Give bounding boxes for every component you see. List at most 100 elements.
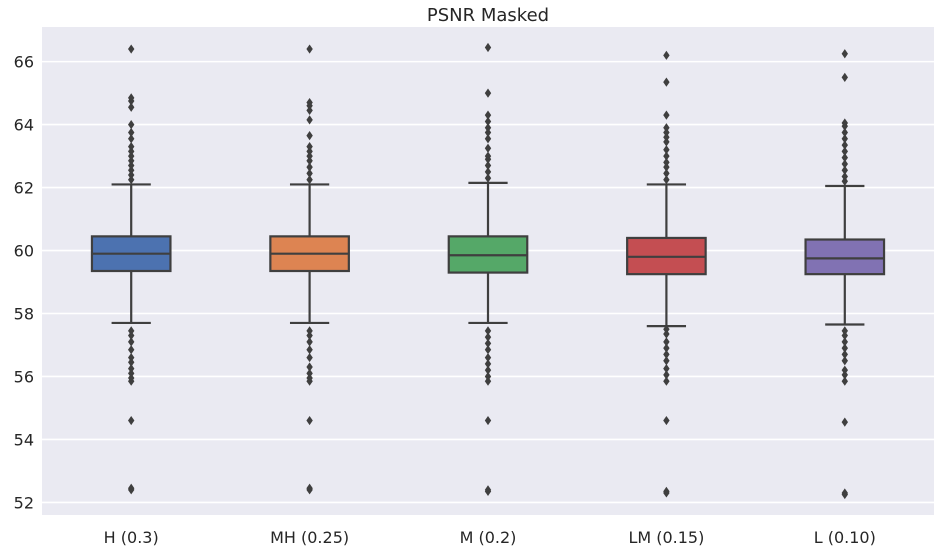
outlier-point	[306, 345, 313, 355]
outlier-point	[663, 132, 670, 142]
outlier-point	[663, 486, 670, 496]
outlier-point	[128, 102, 135, 112]
outlier-point	[841, 146, 848, 156]
outlier-point	[663, 349, 670, 360]
outlier-point	[663, 370, 670, 380]
outlier-point	[128, 483, 135, 493]
outlier-point	[841, 365, 848, 375]
outlier-point	[128, 364, 135, 374]
outlier-point	[306, 483, 313, 493]
outlier-point	[484, 365, 492, 375]
outlier-point	[484, 352, 492, 363]
outlier-point	[663, 137, 670, 147]
outlier-point	[841, 171, 848, 182]
outlier-point	[484, 143, 492, 153]
outlier-point	[306, 362, 313, 372]
outlier-point	[663, 337, 670, 347]
outlier-point	[841, 176, 848, 186]
outlier-point	[484, 116, 492, 127]
outlier-point	[841, 326, 848, 336]
outlier-point	[128, 345, 135, 355]
outlier-point	[841, 337, 848, 347]
outlier-point	[128, 415, 135, 426]
outlier-point	[484, 326, 492, 336]
outlier-point	[128, 326, 135, 336]
y-tick-label: 64	[14, 116, 34, 135]
outlier-point	[484, 110, 492, 120]
outlier-point	[306, 337, 313, 347]
outlier-point	[663, 343, 670, 353]
outlier-point	[841, 376, 848, 386]
chart-title: PSNR Masked	[427, 5, 549, 26]
outlier-point	[663, 415, 670, 426]
outlier-point	[484, 88, 492, 98]
box-group-1	[269, 44, 350, 495]
outlier-point	[128, 134, 135, 144]
outlier-point	[663, 77, 670, 87]
box-group-3	[626, 50, 707, 498]
outlier-point	[306, 146, 313, 156]
outlier-point	[841, 49, 848, 59]
outlier-point	[306, 142, 313, 152]
boxes	[90, 42, 886, 500]
outlier-point	[841, 72, 848, 82]
outlier-point	[306, 368, 313, 378]
outlier-point	[128, 142, 135, 152]
outlier-point	[484, 485, 492, 495]
outlier-point	[663, 127, 670, 138]
outlier-point	[128, 352, 135, 363]
x-axis-ticks: H (0.3) MH (0.25) M (0.2) LM (0.15) L (0.10)	[104, 528, 876, 547]
iqr-box	[804, 238, 886, 276]
outlier-point	[484, 151, 492, 161]
outlier-point	[663, 356, 670, 366]
y-tick-label: 54	[14, 430, 34, 449]
outlier-point	[484, 359, 492, 369]
outlier-point	[841, 417, 848, 427]
outlier-point	[306, 373, 313, 383]
outlier-point	[663, 145, 670, 155]
outlier-point	[128, 146, 135, 156]
box-group-4	[804, 49, 886, 500]
outlier-point	[841, 343, 848, 353]
x-tick-label: M (0.2)	[460, 528, 517, 547]
box-group-0	[90, 44, 172, 495]
outlier-point	[128, 165, 135, 175]
outlier-point	[306, 330, 313, 341]
box-group-2	[447, 42, 529, 496]
outlier-point	[306, 115, 313, 125]
outlier-point	[306, 352, 313, 363]
outlier-point	[663, 168, 670, 178]
y-tick-label: 60	[14, 242, 34, 261]
y-tick-label: 56	[14, 367, 34, 386]
outlier-point	[663, 110, 670, 120]
outlier-point	[306, 97, 313, 108]
outlier-point	[663, 162, 670, 172]
outlier-point	[484, 338, 492, 349]
outlier-point	[484, 134, 492, 144]
outlier-point	[484, 332, 492, 342]
outlier-point	[128, 175, 135, 185]
outlier-point	[128, 357, 135, 367]
outlier-point	[306, 175, 313, 185]
outlier-point	[128, 160, 135, 171]
outlier-point	[128, 151, 135, 161]
outlier-point	[663, 364, 670, 374]
outlier-point	[128, 368, 135, 378]
outlier-point	[841, 127, 848, 138]
outlier-point	[484, 127, 492, 138]
x-tick-label: H (0.3)	[104, 528, 159, 547]
outlier-point	[663, 123, 670, 133]
outlier-point	[841, 488, 848, 498]
outlier-point	[306, 105, 313, 116]
outlier-point	[128, 337, 135, 347]
outlier-point	[663, 175, 670, 185]
outlier-point	[663, 50, 670, 60]
y-tick-label: 58	[14, 305, 34, 324]
outlier-point	[306, 156, 313, 166]
x-tick-label: L (0.10)	[814, 528, 876, 547]
outlier-point	[841, 356, 848, 366]
y-tick-label: 52	[14, 493, 34, 512]
outlier-point	[841, 140, 848, 150]
outlier-point	[484, 42, 492, 53]
outlier-point	[663, 151, 670, 161]
